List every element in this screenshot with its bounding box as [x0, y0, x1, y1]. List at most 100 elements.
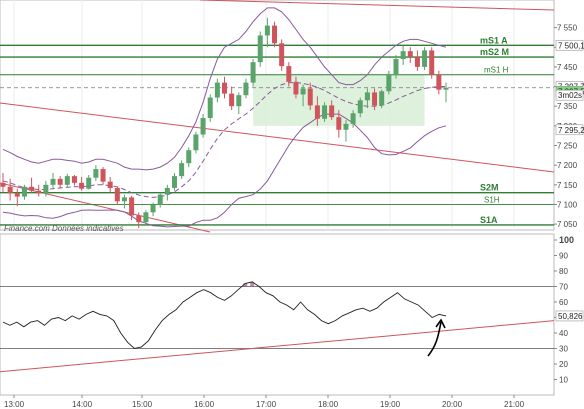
annotation-arrow-shaft: [427, 321, 442, 357]
level-label: S1A: [480, 215, 498, 225]
price-tick-label: 7 450: [557, 63, 578, 72]
candle-body: [143, 212, 149, 223]
candle-body: [386, 73, 392, 92]
price-tag-box: [555, 89, 584, 101]
candle-body: [157, 194, 163, 205]
candle-body: [250, 62, 256, 83]
time-tick-label: 20:00: [442, 400, 463, 409]
price-tag-label: 7 295,2: [558, 126, 584, 135]
price-tick-label: 7 150: [557, 181, 578, 190]
bollinger-upper-line: [2, 7, 447, 171]
rsi-tick-label: 60: [559, 298, 568, 307]
candle-body: [21, 186, 27, 197]
rsi-tick-label: 40: [559, 329, 568, 338]
candle-body: [229, 93, 235, 107]
candle-body: [7, 186, 13, 194]
annotation-arrow-head: [435, 318, 446, 329]
level-label: mS1 H: [484, 66, 509, 75]
time-tick-label: 19:00: [380, 400, 401, 409]
candle-body: [171, 176, 177, 188]
rsi-tick-label: 20: [559, 360, 568, 369]
rsi-tick-label: 70: [559, 283, 568, 292]
candle-body: [379, 91, 385, 106]
price-tag-box: [555, 39, 584, 51]
rsi-value-tag: 50,826: [558, 312, 583, 321]
candle-body: [114, 187, 120, 202]
candle-body: [100, 169, 106, 182]
candle-body: [243, 82, 249, 96]
time-tick-label: 13:00: [4, 400, 25, 409]
rsi-tick-label: 90: [559, 252, 568, 261]
candle-body: [343, 123, 349, 130]
level-label: mS2 M: [480, 47, 509, 57]
candle-body: [272, 25, 278, 44]
candle-body: [136, 215, 142, 223]
candle-body: [422, 50, 428, 67]
candle-body: [257, 35, 263, 63]
price-tick-label: 7 050: [557, 220, 578, 229]
candle-body: [443, 87, 449, 90]
rsi-tick-label: 30: [559, 345, 568, 354]
candle-body: [50, 178, 56, 185]
candle-body: [93, 169, 99, 178]
candle-body: [364, 92, 370, 101]
candle-body: [207, 97, 213, 118]
candle-body: [414, 57, 420, 67]
time-axis: 13:00 14:00 15:00 16:00 17:00 18:00 19:00 20:00…: [0, 394, 554, 409]
level-label: S1H: [484, 195, 500, 204]
trend-line-bottom: [0, 182, 211, 233]
rsi-overbought-fill: [243, 283, 248, 287]
candle-body: [222, 82, 227, 94]
level-label: S2M: [480, 183, 499, 193]
price-tick-label: 7 250: [557, 141, 578, 150]
candle-body: [150, 204, 156, 213]
rsi-plot-area: [0, 233, 555, 396]
time-tick-label: 18:00: [318, 400, 339, 409]
candle-body: [214, 82, 220, 98]
rsi-value-tag-box: [555, 310, 584, 322]
candle-body: [186, 150, 192, 164]
rsi-line: [2, 281, 447, 349]
candle-body: [36, 190, 42, 194]
candle-body: [279, 43, 285, 67]
candle-body: [14, 193, 20, 197]
rsi-tick-label: 100: [559, 235, 574, 245]
candle-body: [64, 176, 70, 185]
candle-body: [86, 177, 92, 189]
rsi-tick-label: 10: [559, 376, 568, 385]
candle-body: [300, 88, 306, 95]
rsi-trend-line: [0, 320, 555, 373]
watermark: Finance.com Données indicatives: [4, 224, 124, 233]
time-tick-label: 14:00: [72, 400, 93, 409]
candle-body: [71, 176, 77, 183]
candle-body: [393, 59, 399, 74]
price-tick-label: 7 350: [557, 102, 578, 111]
candle-body: [200, 117, 206, 135]
price-tick-label: 7 100: [557, 200, 578, 209]
candle-body: [193, 134, 199, 151]
candle-body: [57, 178, 63, 185]
candle-body: [129, 197, 135, 216]
rsi-tick-label: 80: [559, 267, 568, 276]
trend-line-top: [199, 0, 555, 11]
candle-body: [400, 51, 406, 60]
candle-body: [329, 105, 335, 118]
price-tag-label: 7 500,1: [558, 41, 584, 50]
trend-line-middle: [0, 102, 555, 173]
candle-body: [107, 181, 113, 188]
candle-body: [314, 105, 320, 119]
candle-body: [0, 182, 6, 187]
candle-body: [350, 113, 356, 124]
candle-body: [307, 88, 313, 106]
candle-body: [236, 95, 242, 107]
bollinger-lower-line: [2, 113, 447, 228]
time-tick-label: 21:00: [504, 400, 525, 409]
candle-body: [29, 186, 35, 191]
candle-body: [429, 50, 435, 75]
candle-body: [121, 197, 127, 202]
bollinger-mid-line: [2, 82, 446, 198]
candle-body: [179, 163, 185, 177]
candle-body: [322, 105, 328, 119]
candle-body: [164, 187, 170, 195]
